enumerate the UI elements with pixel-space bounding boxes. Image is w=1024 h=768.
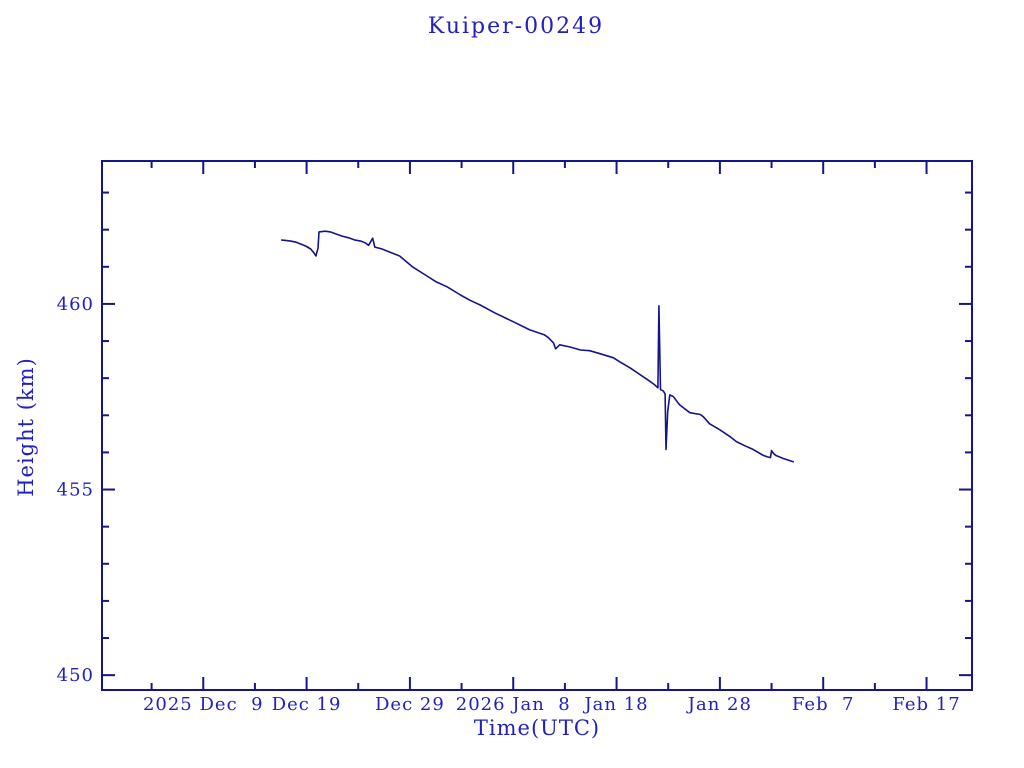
x-tick-label: Feb 17 [892, 694, 960, 715]
y-tick-label: 460 [57, 294, 94, 315]
x-tick-label: 2026 Jan 8 [456, 694, 571, 715]
y-tick-label: 450 [57, 665, 94, 686]
x-tick-label: Dec 19 [272, 694, 342, 715]
x-tick-label: Dec 29 [375, 694, 445, 715]
x-tick-label: Jan 28 [686, 694, 752, 715]
x-tick-label: Feb 7 [792, 694, 855, 715]
x-axis-label: Time(UTC) [473, 716, 601, 740]
y-tick-label: 455 [57, 480, 94, 501]
x-tick-label: 2025 Dec 9 [143, 694, 264, 715]
chart-title: Kuiper-00249 [427, 14, 605, 39]
x-tick-label: Jan 18 [582, 694, 648, 715]
plot-frame [101, 160, 973, 691]
height-data-line [280, 230, 795, 463]
